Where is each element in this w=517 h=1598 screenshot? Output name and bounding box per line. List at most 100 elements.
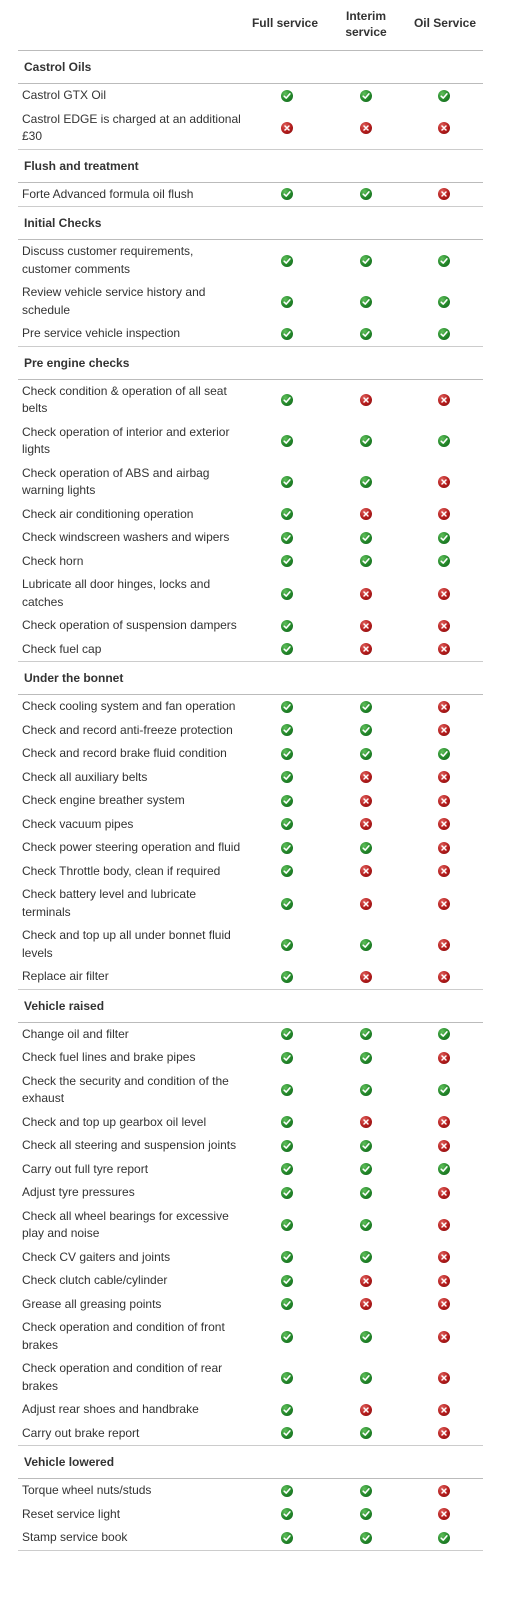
cross-icon	[281, 122, 293, 134]
section: Vehicle lowered Torque wheel nuts/studs Re…	[18, 1446, 483, 1551]
row-label: Check Throttle body, clean if required	[22, 863, 221, 878]
table-row: Lubricate all door hinges, locks and cat…	[18, 573, 483, 614]
row-label: Check all wheel bearings for excessive p…	[22, 1208, 229, 1241]
check-icon	[281, 841, 293, 854]
cross-icon	[438, 188, 450, 201]
check-icon	[281, 897, 293, 910]
check-icon	[281, 619, 293, 632]
check-icon	[281, 188, 293, 201]
table-row: Check and record anti-freeze protection	[18, 719, 483, 743]
row-label: Torque wheel nuts/studs	[22, 1483, 152, 1497]
row-label: Check cooling system and fan operation	[22, 699, 236, 713]
check-icon	[281, 1403, 293, 1416]
check-icon	[281, 1427, 293, 1440]
table-row: Check all steering and suspension joints	[18, 1134, 483, 1158]
check-icon	[281, 435, 293, 447]
row-label: Check air conditioning operation	[22, 506, 194, 521]
cross-icon	[438, 1427, 450, 1440]
check-icon	[281, 1484, 293, 1497]
check-icon	[281, 1531, 293, 1544]
row-label: Stamp service book	[22, 1530, 128, 1544]
table-row: Check Throttle body, clean if required	[18, 860, 483, 884]
table-row: Check operation of ABS and airbag warnin…	[18, 462, 483, 503]
row-label: Change oil and filter	[22, 1026, 129, 1041]
check-icon	[438, 435, 450, 447]
cross-icon	[438, 865, 450, 878]
section: Vehicle raised Change oil and filter Check…	[18, 990, 483, 1446]
check-icon	[281, 295, 293, 308]
check-icon	[360, 700, 372, 713]
check-icon	[438, 531, 450, 544]
cross-icon	[438, 1186, 450, 1199]
row-label: Forte Advanced formula oil flush	[22, 186, 194, 201]
cross-icon	[360, 394, 372, 406]
check-icon	[281, 1371, 293, 1384]
section-title: Pre engine checks	[18, 347, 483, 380]
row-label: Check operation and condition of rear br…	[22, 1361, 223, 1393]
table-row: Check all auxiliary belts	[18, 766, 483, 790]
cross-icon	[438, 700, 450, 713]
row-label: Discuss customer requirements, customer …	[22, 244, 194, 276]
check-icon	[281, 327, 293, 340]
cross-icon	[438, 508, 450, 521]
interim-service-column-header: Interim service	[345, 9, 387, 39]
row-label: Castrol GTX Oil	[22, 88, 107, 102]
row-label: Pre service vehicle inspection	[22, 326, 181, 340]
cross-icon	[360, 818, 372, 831]
check-icon	[360, 1139, 372, 1152]
cross-icon	[438, 122, 450, 134]
cross-icon	[360, 619, 372, 632]
cross-icon	[438, 1251, 450, 1264]
cross-icon	[438, 1330, 450, 1343]
row-label: Check the security and condition of the …	[22, 1073, 229, 1106]
check-icon	[360, 1531, 372, 1544]
check-icon	[360, 1186, 372, 1199]
cross-icon	[360, 970, 372, 983]
section-title: Flush and treatment	[18, 150, 483, 183]
check-icon	[438, 747, 450, 760]
table-row: Check battery level and lubricate termin…	[18, 883, 483, 924]
check-icon	[360, 747, 372, 760]
check-icon	[360, 1508, 372, 1521]
cross-icon	[438, 1274, 450, 1287]
check-icon	[438, 1028, 450, 1041]
check-icon	[438, 327, 450, 340]
check-icon	[438, 555, 450, 568]
check-icon	[360, 476, 372, 488]
row-label: Check fuel lines and brake pipes	[22, 1050, 196, 1064]
cross-icon	[360, 794, 372, 807]
check-icon	[438, 254, 450, 267]
cross-icon	[438, 841, 450, 854]
check-icon	[438, 1531, 450, 1544]
cross-icon	[360, 1298, 372, 1311]
check-icon	[281, 1051, 293, 1064]
check-icon	[281, 1330, 293, 1343]
check-icon	[438, 1163, 450, 1176]
check-icon	[360, 295, 372, 308]
row-label: Check battery level and lubricate termin…	[22, 887, 197, 919]
cross-icon	[438, 818, 450, 831]
table-row: Grease all greasing points	[18, 1293, 483, 1317]
check-icon	[360, 1371, 372, 1384]
row-label: Check vacuum pipes	[22, 816, 134, 831]
cross-icon	[438, 619, 450, 632]
table-row: Check and record brake fluid condition	[18, 742, 483, 766]
cross-icon	[438, 938, 450, 951]
check-icon	[281, 724, 293, 737]
check-icon	[281, 587, 293, 600]
table-row: Check fuel cap	[18, 638, 483, 662]
check-icon	[281, 89, 293, 102]
table-row: Check power steering operation and fluid	[18, 836, 483, 860]
cross-icon	[360, 1274, 372, 1287]
cross-icon	[438, 394, 450, 406]
section-title: Under the bonnet	[18, 662, 483, 695]
check-icon	[281, 1251, 293, 1264]
cross-icon	[360, 643, 372, 656]
check-icon	[360, 1051, 372, 1064]
section-title: Vehicle raised	[18, 990, 483, 1023]
cross-icon	[438, 587, 450, 600]
table-row: Pre service vehicle inspection	[18, 322, 483, 346]
cross-icon	[438, 1219, 450, 1231]
row-label: Check operation of suspension dampers	[22, 618, 237, 632]
table-row: Check clutch cable/cylinder	[18, 1269, 483, 1293]
